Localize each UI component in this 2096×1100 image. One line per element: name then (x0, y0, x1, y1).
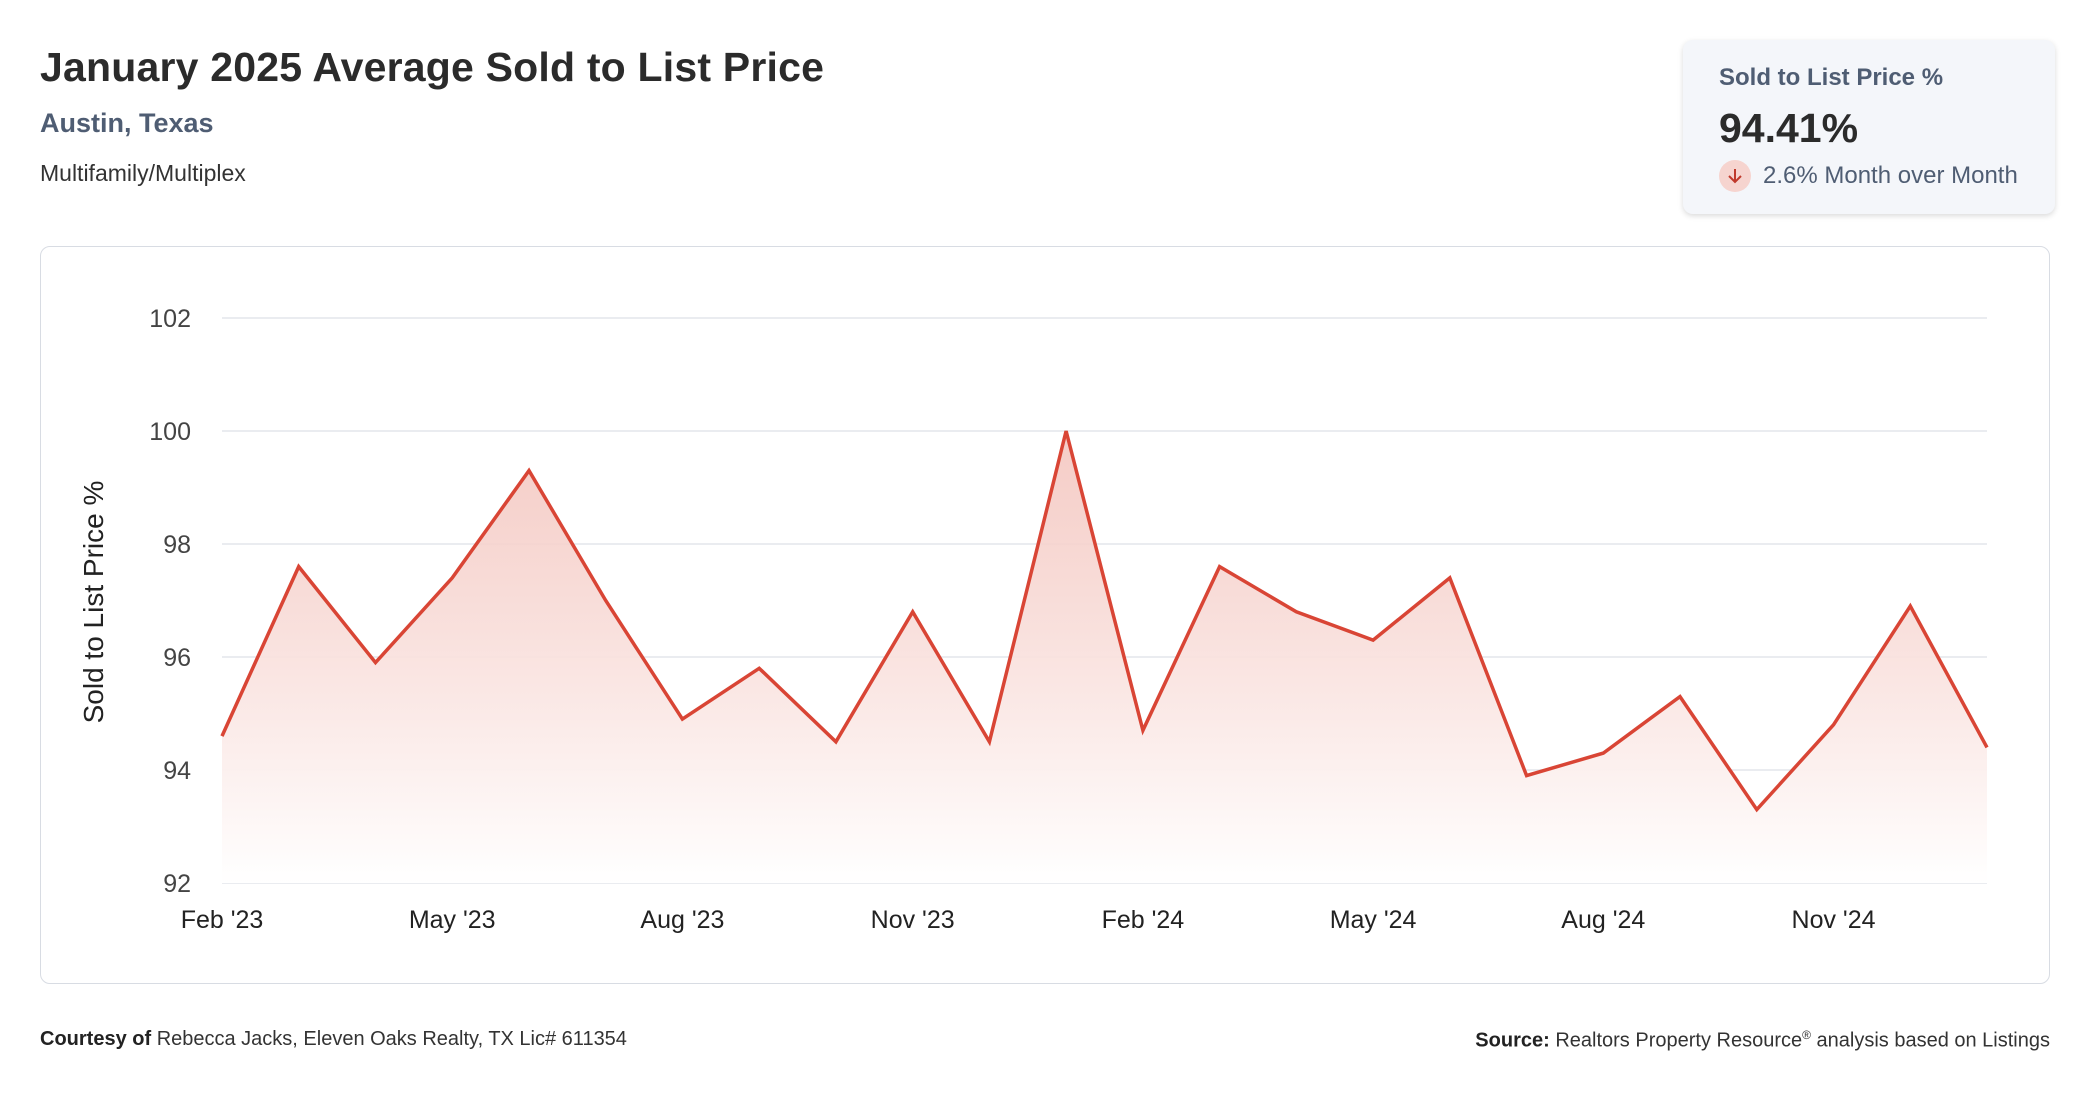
y-tick-label: 100 (149, 418, 191, 446)
x-tick-label: May '23 (409, 906, 496, 934)
line-chart: 92 94 96 98 100 102 Feb '23 May '23 Aug '23 Nov … (78, 305, 1989, 934)
y-axis-label: Sold to List Price % (78, 481, 109, 724)
stat-change: 2.6% Month over Month (1719, 160, 2018, 192)
arrow-down-icon (1719, 160, 1751, 192)
stat-value: 94.41% (1719, 105, 1859, 151)
source-text-b: analysis based on Listings (1810, 1029, 2051, 1052)
x-tick-label: Aug '23 (640, 906, 724, 934)
x-tick-label: Nov '23 (871, 906, 955, 934)
registered-mark: ® (1802, 1028, 1811, 1042)
property-category: Multifamily/Multiplex (40, 160, 246, 186)
y-axis-ticks: 92 94 96 98 100 102 (149, 305, 191, 898)
source-text-a: Realtors Property Resource (1555, 1029, 1803, 1052)
x-tick-label: Feb '24 (1102, 906, 1185, 934)
page-title: January 2025 Average Sold to List Price (40, 44, 825, 90)
series-line (220, 430, 1989, 813)
courtesy-footer: Courtesy of Rebecca Jacks, Eleven Oaks R… (40, 1028, 627, 1051)
y-tick-label: 94 (163, 757, 191, 785)
location-subtitle: Austin, Texas (40, 108, 214, 138)
courtesy-text: Rebecca Jacks, Eleven Oaks Realty, TX Li… (156, 1028, 627, 1050)
stat-card: Sold to List Price % 94.41% 2.6% Month o… (1683, 40, 2055, 214)
x-axis-ticks: Feb '23 May '23 Aug '23 Nov '23 Feb '24 May '… (181, 906, 1876, 934)
source-label: Source: (1475, 1029, 1550, 1052)
y-tick-label: 102 (149, 305, 191, 333)
chart-panel: 92 94 96 98 100 102 Feb '23 May '23 Aug '23 Nov … (40, 246, 2050, 984)
source-footer: Source: Realtors Property Resource® anal… (1475, 1028, 2050, 1053)
x-tick-label: May '24 (1330, 906, 1417, 934)
x-tick-label: Nov '24 (1792, 906, 1876, 934)
y-tick-label: 96 (163, 644, 191, 672)
stat-label: Sold to List Price % (1719, 64, 1944, 91)
y-tick-label: 98 (163, 531, 191, 559)
series-path (220, 430, 1989, 813)
x-tick-label: Aug '24 (1561, 906, 1645, 934)
courtesy-label: Courtesy of (40, 1028, 152, 1050)
x-tick-label: Feb '23 (181, 906, 264, 934)
stat-change-text: 2.6% Month over Month (1763, 162, 2018, 189)
y-tick-label: 92 (163, 870, 191, 898)
data-points (221, 430, 1988, 810)
